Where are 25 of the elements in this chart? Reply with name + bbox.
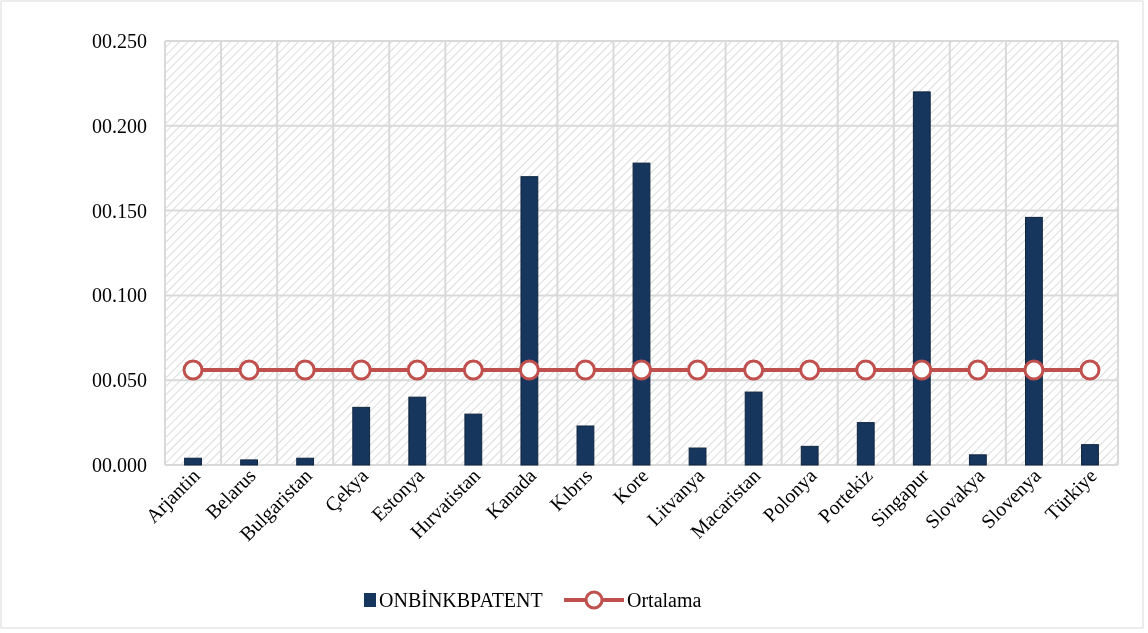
y-tick-label: 00.050 [92,369,147,392]
legend-label: ONBİNKBPATENT [379,589,543,611]
bar [184,457,202,466]
bar [408,396,427,466]
bar [968,454,987,466]
bar [688,447,707,466]
bar [744,391,763,466]
y-tick-label: 00.100 [92,284,147,307]
y-tick-label: 00.000 [92,454,147,476]
bar [352,406,371,466]
bar [1081,444,1099,466]
bar [1025,216,1043,466]
bar [576,425,595,466]
bar [296,457,315,466]
bar [912,91,931,466]
bar [240,459,258,466]
bar [856,422,875,466]
y-tick-label: 00.150 [92,199,147,222]
y-tick-label: 00.250 [92,30,147,52]
bar [520,176,539,466]
bar [464,413,483,466]
y-tick-label: 00.200 [92,114,147,137]
legend-label: Ortalama [627,589,702,611]
bar [800,445,819,466]
bar [632,162,651,466]
